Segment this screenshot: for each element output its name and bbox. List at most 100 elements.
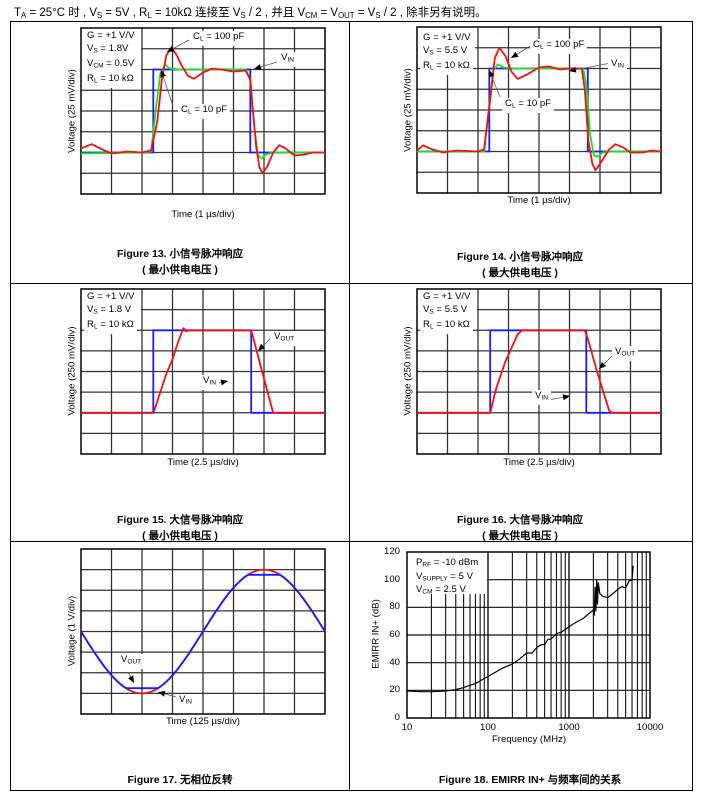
- fig15-vin-label: VIN: [200, 375, 219, 391]
- fig17-caption: Figure 17. 无相位反转: [127, 774, 233, 786]
- subscript: OUT: [127, 658, 142, 666]
- fig14-conditions: G = +1 V/V VS = 5.5 V RL = 10 kΩ: [420, 32, 474, 76]
- x-tick-label: 10: [401, 722, 413, 733]
- arrow-line: [568, 62, 612, 72]
- text-segment: = 10 pF: [515, 98, 552, 109]
- text-segment: / 2 , 并且 V: [245, 7, 306, 19]
- text-segment: C: [533, 39, 540, 50]
- subscript: S: [240, 10, 246, 20]
- text-segment: C: [505, 98, 512, 109]
- condition-line: G = +1 V/V: [87, 291, 134, 304]
- subscript: A: [21, 10, 27, 20]
- text-segment: R: [87, 318, 94, 330]
- condition-line: RL = 10 kΩ: [87, 319, 134, 334]
- text-segment: V: [281, 52, 288, 63]
- fig16-conditions: G = +1 V/V VS = 5.5 V RL = 10 kΩ: [420, 291, 474, 335]
- arrowhead-icon: [160, 70, 167, 78]
- condition-line: VCM = 2.5 V: [416, 584, 478, 598]
- subscript: L: [429, 323, 434, 331]
- series-cl-100-pf: [80, 47, 325, 175]
- y-tick-label: 80: [389, 601, 400, 613]
- arrowhead-icon: [258, 343, 266, 351]
- subscript: S: [375, 10, 381, 20]
- text-segment: V: [611, 58, 618, 69]
- text-segment: V: [535, 390, 542, 401]
- fig18-x-axis-label: Frequency (MHz): [491, 734, 567, 745]
- text-segment: V: [121, 654, 128, 665]
- text-segment: V: [179, 694, 186, 705]
- arrowhead-icon: [488, 70, 495, 78]
- subscript: IN: [185, 698, 192, 706]
- condition-line: VSUPPLY = 5 V: [416, 571, 478, 585]
- condition-line: G = +1 V/V: [423, 32, 470, 45]
- fig14-cl10-label: CL = 10 pF: [502, 98, 555, 114]
- condition-line: VCM = 0.5V: [87, 58, 134, 73]
- subscript: S: [429, 308, 434, 316]
- text-segment: R: [87, 73, 94, 85]
- text-segment: V: [203, 375, 210, 386]
- text-segment: = 2.5 V: [432, 584, 466, 596]
- subscript: L: [93, 77, 98, 85]
- text-segment: R: [423, 59, 430, 71]
- text-segment: = 0.5V: [103, 57, 135, 69]
- fig13-cl10-label: CL = 10 pF: [178, 104, 231, 120]
- fig14-x-axis-label: Time (1 µs/div): [507, 195, 571, 206]
- condition-line: RL = 10 kΩ: [423, 60, 470, 75]
- subscript: L: [429, 64, 434, 72]
- subscript: S: [93, 47, 98, 55]
- fig13-subcaption: ( 最小供电电压 ): [142, 264, 218, 276]
- text-segment: R: [423, 318, 430, 330]
- fig18-caption: Figure 18. EMIRR IN+ 与频率间的关系: [438, 774, 622, 786]
- condition-line: RL = 10 kΩ: [423, 319, 470, 334]
- subscript: L: [93, 323, 98, 331]
- fig13-cl100-label: CL = 100 pF: [190, 31, 248, 47]
- subscript: CM: [305, 10, 318, 20]
- text-segment: = V: [354, 7, 376, 19]
- fig17-vin-label: VIN: [176, 694, 195, 710]
- fig14-caption: Figure 14. 小信号脉冲响应: [456, 251, 584, 263]
- fig13-vin-label: VIN: [278, 52, 297, 68]
- condition-line: G = +1 V/V: [87, 30, 134, 43]
- series-vout: [81, 327, 325, 414]
- fig16-y-axis-label: Voltage (250 mV/div): [402, 326, 414, 416]
- series-vout: [80, 573, 326, 690]
- subscript: L: [199, 35, 204, 43]
- table-divider-vertical: [349, 21, 350, 790]
- subscript: CM: [422, 588, 433, 596]
- condition-line: VS = 5.5 V: [423, 45, 470, 60]
- text-segment: / 2 , 除非另有说明。: [380, 7, 487, 19]
- fig18-y-axis-label: EMIRR IN+ (dB): [370, 599, 382, 669]
- text-segment: = -10 dBm: [431, 557, 479, 568]
- text-segment: V: [87, 57, 94, 69]
- fig17-y-axis-label: Voltage (1 V/div): [66, 595, 78, 667]
- fig15-x-axis-label: Time (2.5 µs/div): [167, 457, 239, 468]
- text-segment: G = +1 V/V: [87, 291, 135, 302]
- fig14-y-axis-label: Voltage (25 mV/div): [402, 68, 414, 152]
- subscript: L: [187, 108, 192, 116]
- subscript: SUPPLY: [422, 575, 448, 583]
- text-segment: V: [87, 303, 94, 315]
- arrowhead-icon: [158, 690, 166, 697]
- subscript: L: [539, 43, 544, 51]
- arrowhead-icon: [562, 394, 570, 401]
- arrowhead-icon: [511, 51, 519, 58]
- condition-line: VS = 5.5 V: [423, 304, 470, 319]
- y-tick-label: 120: [383, 546, 400, 557]
- fig18-conditions: PRF = -10 dBm VSUPPLY = 5 V VCM = 2.5 V: [416, 557, 478, 598]
- plot-border: [416, 26, 662, 194]
- subscript: OUT: [621, 350, 636, 358]
- subscript: IN: [541, 394, 548, 402]
- subscript: IN: [287, 56, 294, 64]
- text-segment: = 5.5 V: [433, 44, 468, 56]
- conditions-header: TA = 25°C 时 , VS = 5V , RL = 10kΩ 连接至 VS…: [14, 4, 487, 20]
- text-segment: V: [416, 570, 423, 582]
- arrowhead-icon: [128, 675, 134, 683]
- fig17-x-axis-label: Time (125 µs/div): [166, 716, 240, 727]
- legend-box: [407, 552, 487, 594]
- y-tick-label: 100: [383, 573, 400, 585]
- text-segment: = 5 V: [447, 570, 473, 582]
- arrowhead-icon: [569, 66, 577, 73]
- fig16-subcaption: ( 最大供电电压 ): [482, 530, 558, 542]
- fig16-x-axis-label: Time (2.5 µs/div): [503, 457, 575, 468]
- text-segment: V: [423, 303, 430, 315]
